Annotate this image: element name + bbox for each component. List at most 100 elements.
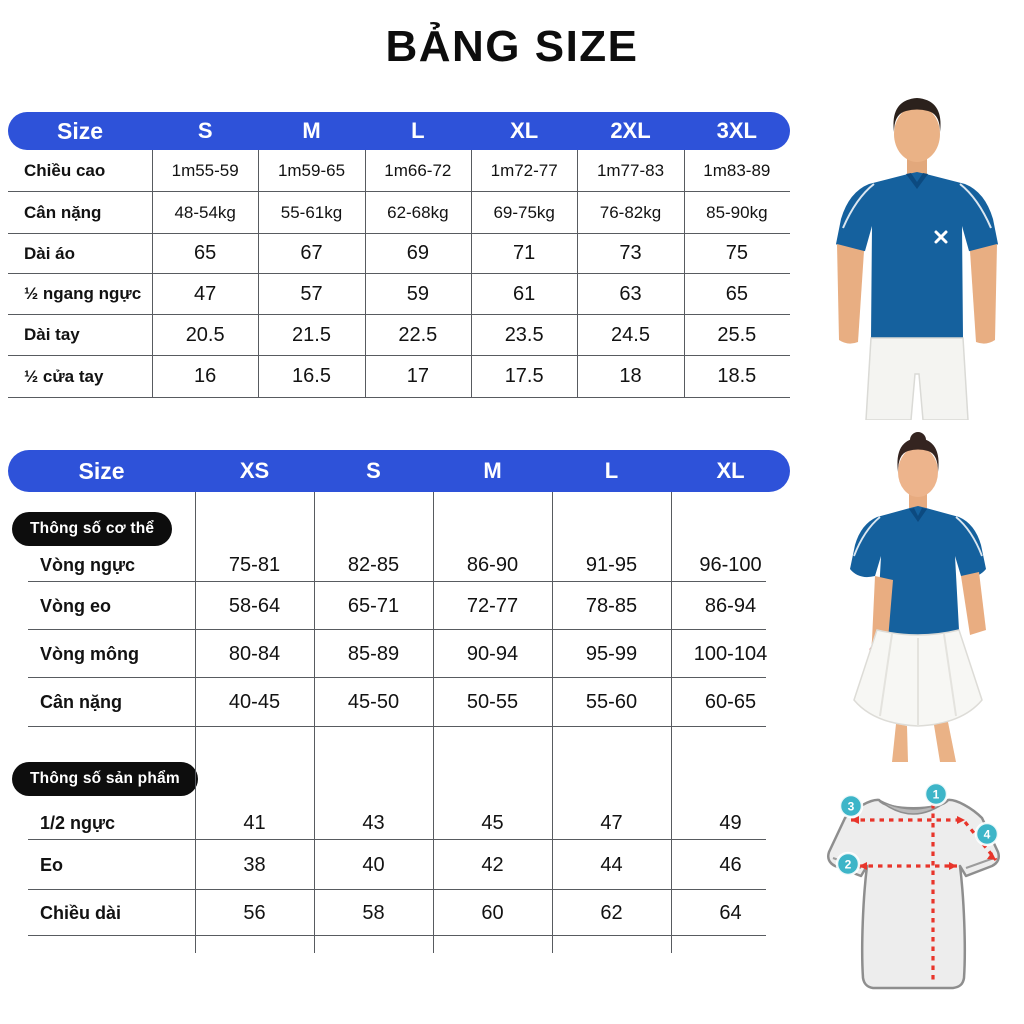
men-table-cell: 1m72-77 [490, 160, 558, 180]
men-table-row-0: Chiều cao 1m55-59 1m59-65 1m66-72 1m72-77 1m7… [8, 150, 790, 192]
men-table-cell: 24.5 [611, 323, 650, 346]
woman-hair [897, 438, 939, 472]
man-hair [893, 98, 941, 132]
men-table-cell: 65 [194, 242, 217, 264]
men-table-cell: 21.5 [292, 323, 331, 346]
table-vertical-line [684, 150, 685, 398]
women-table-row-0-0: Vòng ngực 75-81 82-85 86-90 91-95 96-100 [8, 548, 790, 582]
men-row-label: Dài tay [24, 325, 80, 344]
women-table-cell: 86-94 [704, 594, 757, 617]
women-table-cell: 42 [481, 853, 504, 876]
women-table-cell: 55-60 [585, 691, 638, 713]
men-table-cell: 18 [619, 365, 642, 387]
men-table-cell: 1m55-59 [171, 160, 239, 180]
men-header-col-xl: XL [510, 118, 539, 143]
men-table-cell: 48-54kg [174, 202, 236, 222]
women-table-cell: 60 [481, 901, 504, 924]
women-table-row-0-3: Cân nặng 40-45 45-50 50-55 55-60 60-65 [8, 678, 790, 727]
section-badge: Thông số sản phẩm [12, 762, 198, 796]
men-table-cell: 62-68kg [387, 202, 449, 222]
women-table-cell: 75-81 [228, 553, 281, 576]
male-model-photo [836, 98, 998, 420]
women-size-table: Size XS S M L XL Thông số cơ thể Vòng ngực 75-8… [8, 450, 790, 953]
marker-circle-1 [923, 781, 949, 807]
table-vertical-line [152, 150, 153, 398]
table-vertical-line [195, 492, 196, 953]
women-table-cell: 91-95 [585, 553, 638, 576]
women-table-row-1-2: Chiều dài 56 58 60 62 64 [8, 890, 790, 936]
women-row-label: Vòng mông [40, 643, 139, 664]
table-vertical-line [471, 150, 472, 398]
men-header-col-l: L [411, 118, 425, 143]
men-row-label: ½ cửa tay [24, 366, 104, 386]
men-table-cell: 25.5 [717, 323, 757, 346]
women-size-table-body: Thông số cơ thể Vòng ngực 75-81 82-85 86-90 9… [8, 492, 790, 953]
women-table-cell: 65-71 [347, 594, 400, 617]
men-size-table: Size S M L XL 2XL 3XL Chiều cao 1m55-59 1m59-65 1… [8, 112, 790, 398]
men-table-cell: 59 [406, 282, 429, 305]
men-table-cell: 73 [619, 242, 642, 264]
man-shirt-vneck [906, 173, 928, 189]
men-table-row-4: Dài tay 20.5 21.5 22.5 23.5 24.5 25.5 [8, 315, 790, 356]
woman-left-leg [892, 724, 908, 762]
women-table-cell: 72-77 [466, 594, 519, 617]
man-right-arm [970, 244, 997, 344]
women-table-row-0-2: Vòng mông 80-84 85-89 90-94 95-99 100-104 [8, 630, 790, 678]
men-row-label: Chiều cao [24, 160, 106, 180]
tshirt-right-cuff [965, 857, 995, 869]
women-table-cell: 56 [243, 901, 266, 924]
men-size-table-body: Chiều cao 1m55-59 1m59-65 1m66-72 1m72-77 1m7… [8, 150, 790, 398]
women-size-table-header: Size XS S M L XL [8, 450, 790, 492]
man-shirt-piping-left [842, 183, 875, 229]
women-table-cell: 86-90 [466, 553, 519, 576]
women-table-row-1-0: 1/2 ngực 41 43 45 47 49 [8, 806, 790, 840]
woman-hair-bun [910, 432, 926, 448]
women-table-cell: 50-55 [466, 691, 519, 713]
marker-number-3: 3 [848, 800, 855, 814]
women-table-cell: 60-65 [704, 691, 757, 713]
man-shorts [865, 337, 969, 420]
men-table-cell: 61 [513, 282, 536, 305]
women-header-col-m: M [483, 458, 502, 483]
men-table-cell: 63 [619, 282, 642, 305]
men-table-cell: 55-61kg [280, 202, 343, 222]
men-size-table-header: Size S M L XL 2XL 3XL [8, 112, 790, 150]
men-table-cell: 18.5 [717, 365, 757, 387]
tshirt-collar [878, 799, 949, 815]
woman-shirt-piping-left [853, 516, 881, 557]
marker-number-4: 4 [984, 828, 991, 842]
tshirt-outline [827, 798, 1000, 990]
marker-circle-2 [835, 851, 861, 877]
table-vertical-line [365, 150, 366, 398]
men-table-cell: 23.5 [504, 323, 544, 346]
women-table-cell: 62 [600, 901, 623, 924]
women-table-cell: 41 [243, 811, 266, 834]
women-header-col-l: L [604, 458, 619, 483]
table-vertical-line [433, 492, 434, 953]
women-table-cell: 100-104 [693, 642, 768, 665]
women-table-cell: 58-64 [228, 594, 281, 617]
woman-face [898, 447, 938, 497]
women-table-cell: 45 [481, 811, 504, 834]
women-header-col-s: S [366, 458, 381, 483]
men-table-cell: 67 [300, 242, 323, 264]
men-table-cell: 1m77-83 [596, 160, 665, 180]
women-row-label: 1/2 ngực [40, 812, 116, 833]
men-table-cell: 75 [725, 242, 748, 264]
women-table-row-1-1: Eo 38 40 42 44 46 [8, 840, 790, 890]
women-row-label: Chiều dài [40, 902, 122, 923]
woman-right-leg [934, 722, 956, 762]
woman-skirt-pleats [879, 633, 957, 726]
marker-circle-4 [974, 821, 1000, 847]
men-table-cell: 1m66-72 [384, 160, 452, 180]
marker-number-1: 1 [933, 788, 940, 802]
women-row-label: Eo [40, 854, 64, 875]
men-table-cell: 17.5 [504, 365, 544, 387]
men-row-label: Cân nặng [24, 202, 102, 222]
marker-circle-3 [838, 793, 864, 819]
women-table-cell: 43 [362, 811, 385, 834]
men-row-label: ½ ngang ngực [24, 284, 142, 303]
woman-right-arm [961, 572, 986, 635]
table-vertical-line [577, 150, 578, 398]
women-table-cell: 38 [243, 853, 266, 876]
